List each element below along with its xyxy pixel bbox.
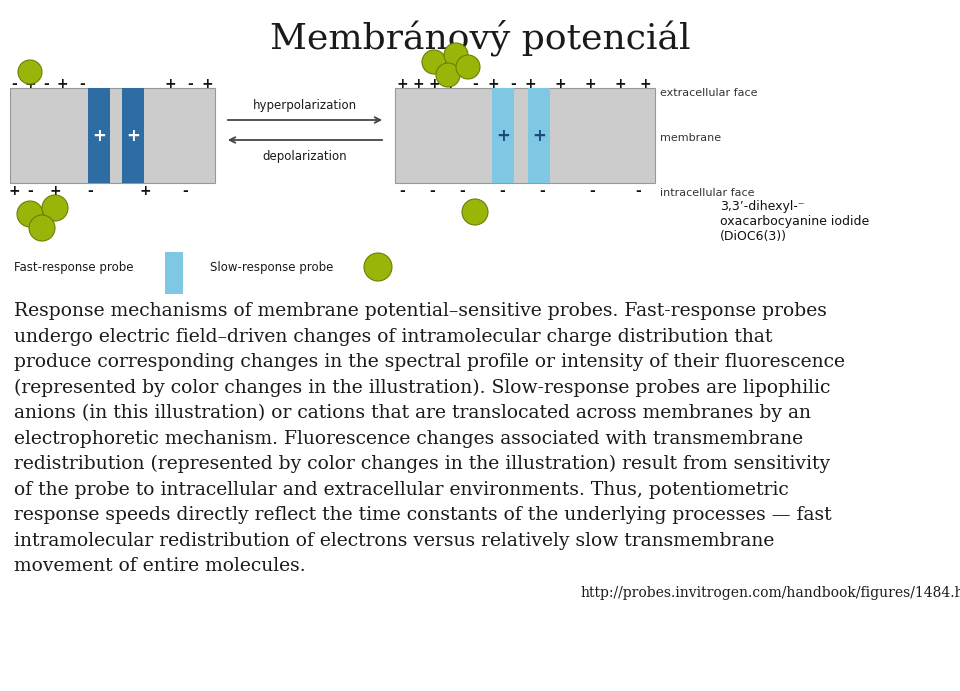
Text: +: +	[396, 77, 408, 91]
Text: -: -	[27, 184, 33, 198]
Text: +: +	[585, 77, 596, 91]
Text: −: −	[443, 68, 454, 82]
Text: +: +	[532, 126, 546, 144]
Circle shape	[456, 55, 480, 79]
Text: +: +	[428, 77, 440, 91]
Text: −: −	[428, 55, 440, 69]
Bar	[122, 88, 144, 183]
Text: −: −	[36, 221, 48, 235]
Bar	[88, 88, 110, 183]
Text: +: +	[524, 77, 536, 91]
Circle shape	[17, 201, 43, 227]
Text: -: -	[187, 77, 193, 91]
Text: +: +	[444, 77, 456, 91]
Bar	[528, 88, 550, 183]
Text: -: -	[540, 184, 545, 198]
Text: depolarization: depolarization	[263, 150, 348, 163]
Text: -: -	[472, 77, 478, 91]
Text: Fast-response probe: Fast-response probe	[14, 261, 133, 274]
Text: -: -	[459, 184, 465, 198]
Text: +: +	[139, 184, 151, 198]
Bar	[10, 88, 215, 183]
Text: -: -	[87, 184, 93, 198]
Text: oxacarbocyanine iodide: oxacarbocyanine iodide	[720, 215, 869, 228]
Text: -: -	[12, 77, 17, 91]
Text: +: +	[164, 77, 176, 91]
Text: -: -	[182, 184, 188, 198]
Circle shape	[29, 215, 55, 241]
Text: movement of entire molecules.: movement of entire molecules.	[14, 557, 305, 575]
Text: -: -	[399, 184, 405, 198]
Text: −: −	[24, 65, 36, 79]
Circle shape	[364, 253, 392, 281]
Circle shape	[444, 43, 468, 67]
Text: http://probes.invitrogen.com/handbook/figures/1484.html: http://probes.invitrogen.com/handbook/fi…	[580, 587, 960, 600]
Text: +: +	[202, 77, 213, 91]
Text: Response mechanisms of membrane potential–sensitive probes. Fast-response probes: Response mechanisms of membrane potentia…	[14, 302, 827, 320]
Text: intramolecular redistribution of electrons versus relatively slow transmembrane: intramolecular redistribution of electro…	[14, 531, 775, 549]
Circle shape	[42, 195, 68, 221]
Text: -: -	[429, 184, 435, 198]
Text: −: −	[24, 207, 36, 221]
Text: of the probe to intracellular and extracellular environments. Thus, potentiometr: of the probe to intracellular and extrac…	[14, 480, 789, 498]
Text: +: +	[614, 77, 626, 91]
Circle shape	[422, 50, 446, 74]
Text: Membránový potenciál: Membránový potenciál	[270, 20, 690, 56]
Text: -: -	[79, 77, 84, 91]
Text: +: +	[639, 77, 651, 91]
Text: -: -	[589, 184, 595, 198]
Text: extracellular face: extracellular face	[660, 88, 757, 98]
Text: -: -	[43, 77, 49, 91]
Text: +: +	[9, 184, 20, 198]
Text: intracellular face: intracellular face	[660, 188, 755, 198]
Text: redistribution (represented by color changes in the illustration) result from se: redistribution (represented by color cha…	[14, 455, 830, 473]
Text: -: -	[636, 184, 641, 198]
Bar	[395, 88, 655, 183]
Text: electrophoretic mechanism. Fluorescence changes associated with transmembrane: electrophoretic mechanism. Fluorescence …	[14, 430, 804, 448]
Text: response speeds directly reflect the time constants of the underlying processes : response speeds directly reflect the tim…	[14, 506, 831, 524]
Text: +: +	[487, 77, 499, 91]
Text: +: +	[126, 126, 140, 144]
Text: (DiOC6(3)): (DiOC6(3))	[720, 230, 787, 243]
Text: 3,3’-dihexyl-⁻: 3,3’-dihexyl-⁻	[720, 200, 804, 213]
Text: −: −	[462, 60, 474, 74]
Text: membrane: membrane	[660, 133, 721, 143]
Text: −: −	[450, 48, 462, 62]
Text: Slow-response probe: Slow-response probe	[210, 261, 333, 274]
Text: +: +	[24, 77, 36, 91]
Circle shape	[436, 63, 460, 87]
Bar	[165, 252, 183, 294]
Text: +: +	[412, 77, 423, 91]
Text: -: -	[499, 184, 505, 198]
Bar	[492, 88, 514, 183]
Text: undergo electric field–driven changes of intramolecular charge distribution that: undergo electric field–driven changes of…	[14, 328, 773, 346]
Text: +: +	[57, 77, 68, 91]
Text: −: −	[469, 205, 481, 219]
Text: +: +	[92, 126, 106, 144]
Circle shape	[462, 199, 488, 225]
Text: +: +	[496, 126, 510, 144]
Text: hyperpolarization: hyperpolarization	[252, 99, 357, 112]
Text: +: +	[49, 184, 60, 198]
Text: anions (in this illustration) or cations that are translocated across membranes : anions (in this illustration) or cations…	[14, 404, 811, 422]
Circle shape	[18, 60, 42, 84]
Text: (represented by color changes in the illustration). Slow-response probes are lip: (represented by color changes in the ill…	[14, 379, 830, 397]
Text: produce corresponding changes in the spectral profile or intensity of their fluo: produce corresponding changes in the spe…	[14, 353, 845, 371]
Text: -: -	[510, 77, 516, 91]
Text: +: +	[554, 77, 565, 91]
Text: −: −	[49, 201, 60, 215]
